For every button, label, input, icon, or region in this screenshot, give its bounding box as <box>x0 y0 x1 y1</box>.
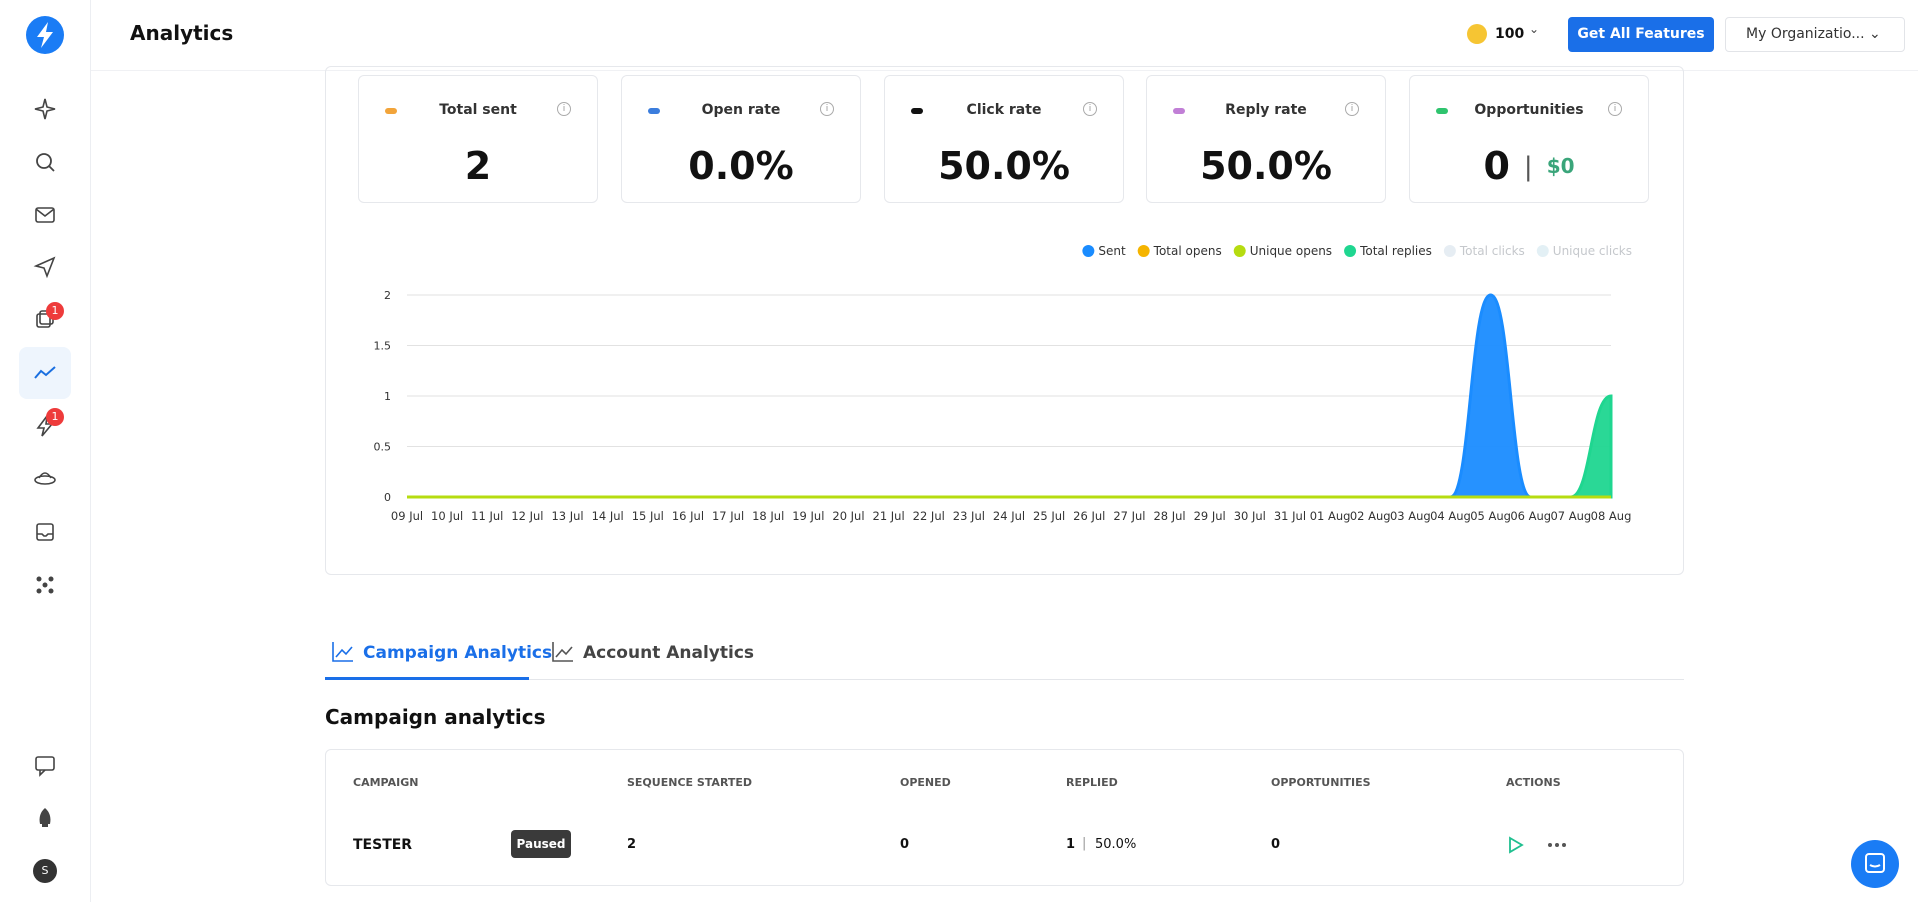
nav-icon[interactable] <box>29 802 61 834</box>
stat-value: 0 | $0 <box>1410 144 1648 188</box>
table <box>325 749 1684 886</box>
info-icon: i <box>557 102 571 116</box>
cell: 50.0% <box>1095 837 1137 852</box>
nav-icon[interactable] <box>29 410 61 442</box>
stat-card: Reply rate i 50.0% <box>1146 75 1386 203</box>
page-title: Analytics <box>130 21 234 45</box>
tab[interactable]: Campaign Analytics <box>363 643 553 663</box>
tab-divider <box>325 679 1684 680</box>
stat-dot <box>385 108 397 114</box>
column-header: CAMPAIGN <box>353 776 419 789</box>
stat-number: 50.0% <box>1200 144 1332 188</box>
chevron: ⌄ <box>1529 22 1540 36</box>
topbar: Analytics 100 ⌄ Get All Features My Orga… <box>91 0 1918 71</box>
badge: 1 <box>46 302 64 320</box>
tab-icon <box>332 642 353 662</box>
stat-extra: $0 <box>1546 154 1575 178</box>
more-button[interactable] <box>1545 835 1569 855</box>
column-header: REPLIED <box>1066 776 1118 789</box>
column-header: OPENED <box>900 776 951 789</box>
column-header: SEQUENCE STARTED <box>627 776 753 789</box>
nav-icon[interactable] <box>29 749 61 781</box>
stat-card: Open rate i 0.0% <box>621 75 861 203</box>
nav-icon[interactable] <box>29 357 61 389</box>
nav-icon[interactable] <box>29 251 61 283</box>
stat-number: 0 <box>1483 144 1510 188</box>
cell: 2 <box>627 837 637 852</box>
stat-number: 2 <box>464 144 492 188</box>
credit-icon <box>1467 24 1487 44</box>
stat-label: Reply rate <box>1225 102 1307 118</box>
play-button[interactable] <box>1505 835 1525 855</box>
stat-value: 50.0% <box>885 144 1123 188</box>
stat-label: Total sent <box>439 102 517 118</box>
stat-label: Click rate <box>966 102 1042 118</box>
cell: 1 <box>1066 837 1076 852</box>
org-dropdown[interactable]: My Organizatio... ⌄ <box>1725 17 1905 52</box>
divider: | <box>1523 152 1533 182</box>
stat-dot <box>1436 108 1448 114</box>
stat-dot <box>911 108 923 114</box>
nav-icon[interactable] <box>29 516 61 548</box>
nav-icon[interactable] <box>29 463 61 495</box>
info-icon: i <box>1345 102 1359 116</box>
stat-label: Open rate <box>701 102 781 118</box>
badge: 1 <box>46 408 64 426</box>
stat-label: Opportunities <box>1474 102 1584 118</box>
nav-icon[interactable] <box>29 146 61 178</box>
avatar[interactable]: S <box>33 859 57 883</box>
nav-icon[interactable] <box>29 569 61 601</box>
chat-launcher[interactable] <box>1851 840 1899 888</box>
analytics-panel <box>325 66 1684 575</box>
status-badge: Paused <box>511 830 571 858</box>
tab[interactable]: Account Analytics <box>583 643 755 663</box>
upgrade-button[interactable]: Get All Features <box>1568 17 1714 52</box>
separator: | <box>1082 836 1087 851</box>
stat-value: 0.0% <box>622 144 860 188</box>
sidebar: 1 1 S <box>0 0 91 902</box>
stat-number: 50.0% <box>938 144 1070 188</box>
stat-dot <box>1173 108 1185 114</box>
column-header: OPPORTUNITIES <box>1271 776 1371 789</box>
tab-icon <box>552 642 573 662</box>
campaign-name[interactable]: TESTER <box>353 837 413 853</box>
nav-icon[interactable] <box>29 93 61 125</box>
tab-underline <box>325 677 529 680</box>
info-icon: i <box>820 102 834 116</box>
nav-icon[interactable] <box>29 199 61 231</box>
info-icon: i <box>1608 102 1622 116</box>
column-header: ACTIONS <box>1506 776 1561 789</box>
cell: 0 <box>1271 837 1281 852</box>
stat-card: Opportunities i 0 | $0 <box>1409 75 1649 203</box>
info-icon: i <box>1083 102 1097 116</box>
stat-card: Click rate i 50.0% <box>884 75 1124 203</box>
credits[interactable]: 100 <box>1495 26 1525 42</box>
stat-value: 50.0% <box>1147 144 1385 188</box>
stat-number: 0.0% <box>688 144 794 188</box>
chat-icon <box>1865 853 1885 873</box>
stat-card: Total sent i 2 <box>358 75 598 203</box>
cell: 0 <box>900 837 910 852</box>
section-title: Campaign analytics <box>325 705 546 729</box>
logo[interactable] <box>26 16 64 54</box>
stat-value: 2 <box>359 144 597 188</box>
org-name: My Organizatio... <box>1746 26 1865 42</box>
stat-dot <box>648 108 660 114</box>
